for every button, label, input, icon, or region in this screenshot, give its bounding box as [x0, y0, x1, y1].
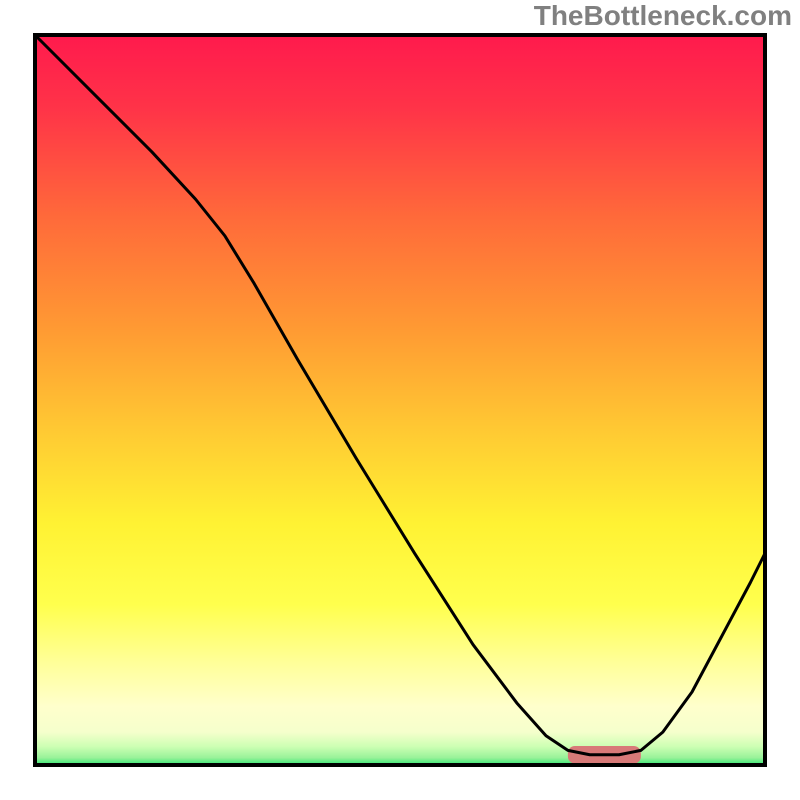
watermark-text: TheBottleneck.com: [534, 0, 792, 32]
chart-container: TheBottleneck.com: [0, 0, 800, 800]
bottleneck-chart: [0, 0, 800, 800]
